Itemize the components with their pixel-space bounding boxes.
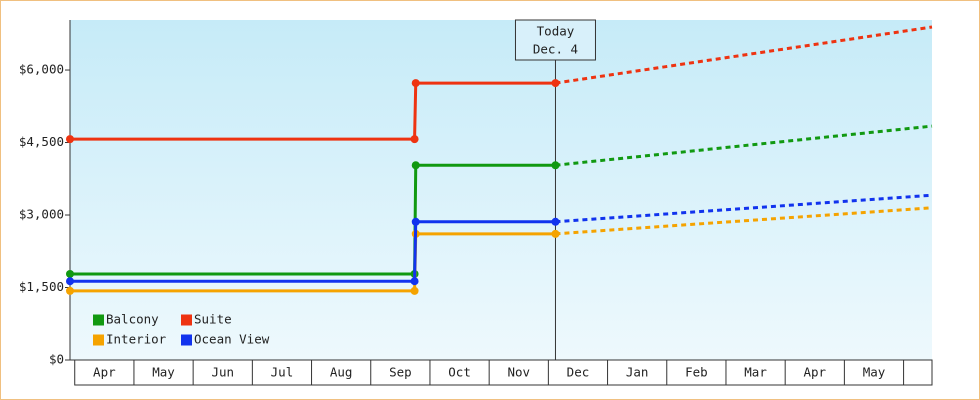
x-tick-label: May	[152, 365, 175, 380]
series-point	[66, 277, 74, 286]
series-projection	[555, 124, 933, 167]
x-tick-label: Jan	[626, 365, 649, 380]
series-point	[411, 217, 420, 226]
x-tick-label: Mar	[744, 365, 767, 380]
x-tick-label: Oct	[448, 365, 471, 380]
series-point	[66, 135, 74, 144]
series-point	[411, 79, 420, 88]
plot-background	[70, 20, 932, 360]
legend-label: Interior	[106, 332, 167, 347]
series-point	[410, 286, 419, 295]
today-label: Dec. 4	[533, 42, 578, 57]
series-line	[70, 81, 556, 141]
today-label: Today	[537, 24, 575, 39]
x-tick-label: Apr	[803, 365, 826, 380]
series-line	[70, 220, 556, 283]
y-tick-label: $1,500	[19, 279, 64, 294]
x-tick-label: Jul	[271, 365, 294, 380]
legend-label: Suite	[194, 312, 232, 327]
x-tick-label: Feb	[685, 365, 708, 380]
y-tick-label: $4,500	[19, 134, 64, 149]
y-tick-label: $6,000	[19, 62, 64, 77]
series-point	[551, 161, 560, 170]
legend-label: Balcony	[106, 312, 159, 327]
x-axis-band	[74, 359, 933, 386]
x-tick-label: Sep	[389, 365, 412, 380]
series-projection	[555, 25, 933, 85]
series-point	[410, 135, 419, 144]
legend-swatch	[181, 334, 192, 346]
series-point	[411, 161, 420, 170]
legend-swatch	[181, 314, 192, 326]
today-box	[514, 19, 596, 61]
series-point	[551, 229, 560, 238]
x-tick-label: May	[863, 365, 886, 380]
series-point	[410, 277, 419, 286]
legend-swatch	[93, 314, 104, 326]
legend-label: Ocean View	[194, 332, 270, 347]
x-tick-label: Aug	[330, 365, 353, 380]
series-point	[66, 286, 74, 295]
x-tick-label: Apr	[93, 365, 116, 380]
series-point	[66, 269, 74, 278]
series-point	[551, 217, 560, 226]
series-point	[551, 79, 560, 88]
x-tick-label: Dec	[567, 365, 590, 380]
legend-swatch	[93, 334, 104, 346]
x-tick-label: Nov	[507, 365, 530, 380]
y-tick-label: $3,000	[19, 207, 64, 222]
x-tick-label: Jun	[211, 365, 234, 380]
y-tick-label: $0	[49, 352, 64, 367]
